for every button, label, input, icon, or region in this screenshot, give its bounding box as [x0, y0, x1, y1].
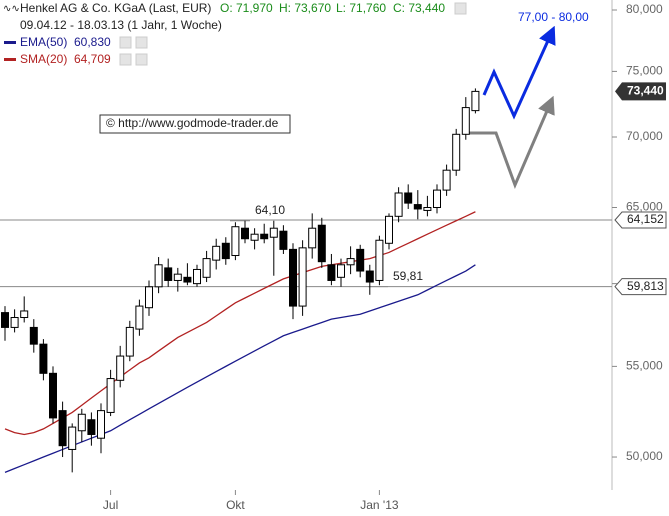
settings-icon[interactable]	[119, 53, 132, 66]
last-price-tag	[615, 82, 666, 101]
candle-body	[298, 247, 307, 307]
price-tag-label: 64,152	[627, 212, 664, 226]
candle-body	[231, 226, 240, 257]
candle-body	[20, 310, 29, 319]
legend-swatch	[4, 41, 16, 44]
candle-body	[471, 90, 480, 112]
target-label: 77,00 - 80,00	[518, 10, 589, 24]
candle-body	[135, 305, 144, 330]
annotation: 59,81	[393, 269, 423, 283]
candle-body	[68, 426, 77, 450]
candle-body	[10, 317, 19, 328]
candle-body	[221, 242, 230, 260]
legend-label: SMA(20)	[20, 52, 67, 66]
candle-body	[164, 267, 173, 281]
price-tag-label: 59,813	[627, 279, 664, 293]
chart-subtitle: 09.04.12 - 18.03.13 (1 Jahr, 1 Woche)	[20, 18, 222, 32]
candle-body	[461, 107, 470, 135]
candle-body	[29, 326, 38, 345]
legend-label: EMA(50)	[20, 35, 67, 49]
candle-body	[337, 264, 345, 278]
candle-body	[202, 258, 211, 278]
candle-body	[250, 233, 259, 241]
y-tick-label: 50,000	[626, 449, 663, 463]
candle-body	[365, 270, 374, 283]
candle-body	[327, 264, 336, 281]
watermark: © http://www.godmode-trader.de	[106, 116, 279, 130]
x-tick-label: Okt	[226, 498, 245, 512]
candle-body	[154, 264, 163, 288]
candle-body	[356, 248, 365, 272]
y-tick-label: 80,000	[626, 2, 663, 16]
candle-body	[404, 192, 413, 204]
candle-body	[77, 413, 86, 432]
watermark-box	[99, 114, 291, 134]
price-tag	[614, 211, 667, 229]
forecast-arrow	[482, 25, 556, 120]
candle-body	[173, 273, 182, 281]
close-icon[interactable]	[135, 36, 148, 49]
annotation: 64,10	[255, 203, 285, 217]
candle-body	[413, 204, 422, 210]
candle-body	[116, 355, 125, 381]
candle-body	[193, 268, 201, 285]
candle-body	[279, 230, 288, 250]
candle-body	[423, 206, 432, 211]
ma-line	[4, 211, 476, 436]
legend-value: 64,709	[74, 52, 111, 66]
candle-body	[317, 224, 326, 263]
candle-body	[375, 239, 384, 281]
settings-icon[interactable]	[454, 2, 467, 15]
candle-body	[145, 286, 153, 309]
ohlc-open: O: 71,970	[220, 1, 273, 15]
candle-body	[394, 192, 403, 217]
candle-body	[308, 227, 317, 249]
x-tick-label: Jan '13	[360, 498, 399, 512]
candle-body	[289, 248, 297, 307]
y-tick-label: 75,000	[626, 64, 663, 78]
x-tick-label: Jul	[103, 498, 118, 512]
candle-body	[442, 169, 451, 191]
candle-body	[106, 378, 115, 413]
candle-body	[212, 245, 221, 261]
candle-body	[269, 227, 278, 238]
ma-line	[4, 264, 476, 473]
candle-body	[452, 133, 461, 171]
ohlc-close: C: 73,440	[393, 1, 445, 15]
candle-body	[385, 215, 393, 244]
candle-body	[125, 326, 134, 357]
chart-title: Henkel AG & Co. KGaA (Last, EUR)	[20, 1, 211, 15]
ohlc-high: H: 73,670	[279, 1, 331, 15]
candle-body	[241, 227, 249, 240]
candle-body	[433, 189, 441, 208]
candle-body	[1, 312, 9, 328]
candle-body	[183, 276, 192, 283]
candle-body	[87, 419, 96, 435]
y-tick-label: 55,000	[626, 359, 663, 373]
candle-body	[58, 410, 67, 447]
candle-body	[346, 258, 355, 266]
candle-body	[49, 372, 57, 419]
candle-body	[39, 343, 48, 374]
y-tick-label: 65,000	[626, 200, 663, 214]
price-tag	[614, 278, 667, 296]
ohlc-low: L: 71,760	[336, 1, 386, 15]
settings-icon[interactable]	[119, 36, 132, 49]
candle-body	[260, 233, 269, 240]
legend-swatch	[4, 58, 16, 61]
legend-value: 60,830	[74, 35, 111, 49]
y-tick-label: 70,000	[626, 129, 663, 143]
chart-icon: ∿∿	[3, 4, 20, 15]
last-price-label: 73,440	[627, 84, 664, 98]
forecast-arrow	[468, 95, 555, 190]
candle-body	[97, 410, 105, 439]
close-icon[interactable]	[135, 53, 148, 66]
